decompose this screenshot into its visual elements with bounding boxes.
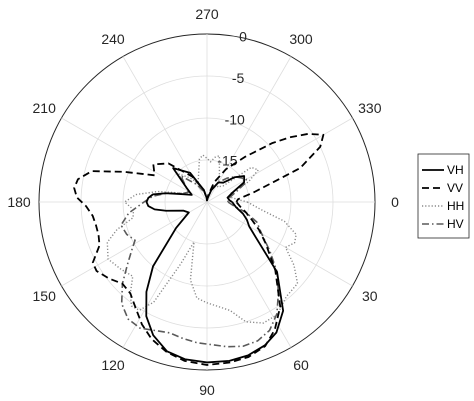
theta-tick-label: 120 bbox=[101, 357, 125, 373]
r-tick-label: 0 bbox=[239, 29, 247, 45]
polar-grid bbox=[38, 33, 376, 371]
legend-label-hh: HH bbox=[447, 199, 464, 213]
legend-label-vh: VH bbox=[447, 163, 464, 177]
theta-tick-label: 210 bbox=[33, 100, 57, 116]
series-line-vh bbox=[145, 167, 285, 364]
theta-tick-label: 300 bbox=[289, 31, 313, 47]
legend: VH VV HH HV bbox=[417, 153, 470, 239]
theta-tick-label: 150 bbox=[33, 288, 57, 304]
theta-grid-line bbox=[206, 201, 353, 287]
theta-grid-line bbox=[122, 201, 208, 348]
theta-tick-label: 270 bbox=[195, 6, 219, 22]
r-tick-label: -10 bbox=[225, 111, 245, 127]
theta-tick-label: 180 bbox=[7, 194, 31, 210]
r-tick-label: -15 bbox=[217, 153, 237, 169]
theta-tick-label: 30 bbox=[362, 288, 378, 304]
theta-grid-line bbox=[206, 117, 353, 203]
theta-tick-label: 90 bbox=[199, 382, 215, 398]
theta-tick-label: 240 bbox=[101, 31, 125, 47]
theta-tick-label: 330 bbox=[358, 100, 382, 116]
theta-tick-labels: 0 30 60 90 120 150 180 210 240 270 300 330 bbox=[7, 6, 399, 398]
theta-tick-label: 60 bbox=[293, 357, 309, 373]
series-line-hv bbox=[120, 175, 280, 348]
theta-tick-label: 0 bbox=[391, 194, 399, 210]
legend-label-vv: VV bbox=[447, 181, 463, 195]
series-layer bbox=[73, 132, 325, 366]
theta-grid-line bbox=[61, 117, 208, 203]
legend-label-hv: HV bbox=[447, 217, 464, 231]
r-tick-label: -5 bbox=[232, 70, 245, 86]
theta-grid-line bbox=[206, 56, 292, 203]
series-line-vv bbox=[73, 132, 325, 366]
